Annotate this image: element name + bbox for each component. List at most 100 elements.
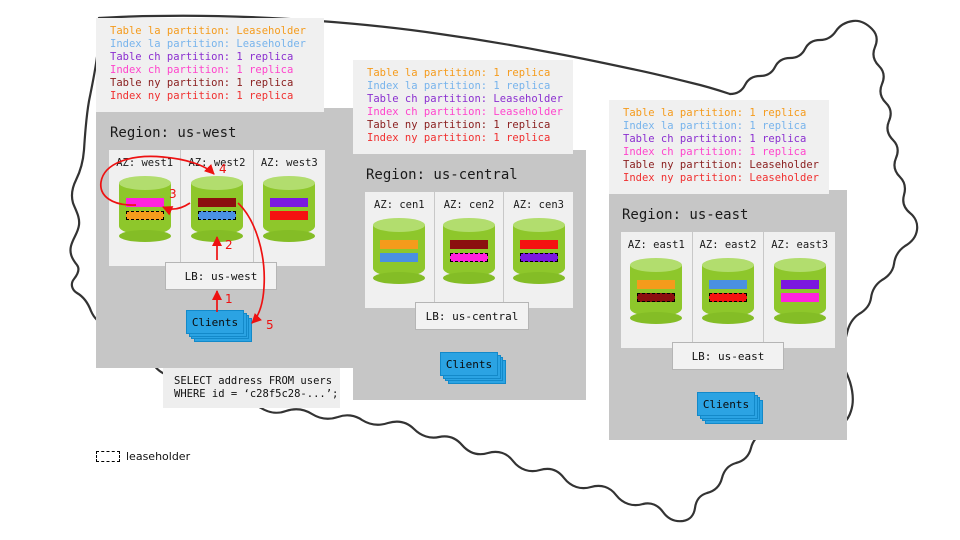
az-label: AZ: cen1 <box>374 199 425 211</box>
load-balancer-us-central[interactable]: LB: us-central <box>415 302 529 330</box>
step-number-1: 1 <box>225 292 233 306</box>
legend-line: Table ch partition: 1 replica <box>110 51 294 64</box>
az-cell-east2[interactable]: AZ: east2 <box>693 232 765 348</box>
cylinder-bottom <box>773 312 826 324</box>
cylinder-top <box>190 176 243 190</box>
legend-line: Index ch partition: 1 replica <box>110 64 294 77</box>
cylinder-bottom <box>190 230 243 242</box>
shard-replica <box>450 240 488 249</box>
shard-leaseholder <box>709 293 747 302</box>
region-title: Region: us-central <box>366 167 518 183</box>
cylinder-body <box>702 265 754 317</box>
legend-line: Table la partition: 1 replica <box>623 107 807 119</box>
db-node-cen3[interactable] <box>512 218 565 284</box>
leaseholder-key: leaseholder <box>96 450 190 463</box>
cylinder-body <box>118 183 171 235</box>
az-cell-west2[interactable]: AZ: west2 <box>181 150 254 266</box>
clients-label[interactable]: Clients <box>697 392 755 416</box>
db-node-cen1[interactable] <box>373 218 426 284</box>
clients-us-east[interactable]: Clients <box>697 392 763 426</box>
shard-replica <box>780 280 819 289</box>
az-label: AZ: cen3 <box>513 199 564 211</box>
db-node-east2[interactable] <box>702 258 754 324</box>
az-cell-cen2[interactable]: AZ: cen2 <box>435 192 505 308</box>
clients-label[interactable]: Clients <box>186 310 244 334</box>
shard-replica <box>637 280 676 289</box>
step-number-2: 2 <box>225 238 233 252</box>
db-node-east1[interactable] <box>630 258 683 324</box>
db-node-west3[interactable] <box>263 176 316 242</box>
az-cell-cen1[interactable]: AZ: cen1 <box>365 192 435 308</box>
legend-line: Table ch partition: Leaseholder <box>367 93 563 106</box>
az-cell-east1[interactable]: AZ: east1 <box>621 232 693 348</box>
legend-line: Index la partition: 1 replica <box>623 120 807 133</box>
legend-line: Index ny partition: Leaseholder <box>623 172 819 185</box>
cylinder-top <box>702 258 754 272</box>
cylinder-body <box>190 183 243 235</box>
az-cell-west3[interactable]: AZ: west3 <box>254 150 325 266</box>
clients-us-central[interactable]: Clients <box>440 352 506 386</box>
cylinder-top <box>512 218 565 232</box>
shard-replica <box>709 280 747 289</box>
cylinder-body <box>373 225 426 277</box>
load-balancer-us-west[interactable]: LB: us-west <box>165 262 277 290</box>
cylinder-top <box>630 258 683 272</box>
az-strip-us-central: AZ: cen1 AZ: cen2 <box>365 192 573 308</box>
cylinder-bottom <box>702 312 754 324</box>
cylinder-bottom <box>443 272 495 284</box>
az-cell-west1[interactable]: AZ: west1 <box>109 150 182 266</box>
legend-panel-us-east: Table la partition: 1 replica Index la p… <box>609 100 829 194</box>
shard-leaseholder <box>519 253 558 262</box>
az-strip-us-east: AZ: east1 AZ: east2 <box>621 232 835 348</box>
az-cell-east3[interactable]: AZ: east3 <box>764 232 835 348</box>
az-label: AZ: west2 <box>188 157 246 169</box>
db-node-west1[interactable] <box>118 176 171 242</box>
clients-us-west[interactable]: Clients <box>186 310 252 344</box>
shard-replica <box>380 240 419 249</box>
az-label: AZ: cen2 <box>443 199 495 211</box>
shard-replica <box>519 240 558 249</box>
legend-line: Index la partition: Leaseholder <box>110 38 306 51</box>
shard-leaseholder <box>125 211 164 220</box>
cylinder-body <box>443 225 495 277</box>
region-title: Region: us-east <box>622 207 749 223</box>
cylinder-bottom <box>630 312 683 324</box>
cylinder-body <box>263 183 316 235</box>
legend-line: Table ny partition: 1 replica <box>110 77 294 90</box>
clients-label[interactable]: Clients <box>440 352 498 376</box>
cylinder-top <box>263 176 316 190</box>
shard-leaseholder <box>450 253 488 262</box>
cylinder-top <box>373 218 426 232</box>
db-node-cen2[interactable] <box>443 218 495 284</box>
db-node-west2[interactable] <box>190 176 243 242</box>
legend-line: Table la partition: Leaseholder <box>110 25 306 37</box>
cylinder-top <box>443 218 495 232</box>
step-number-4: 4 <box>219 162 227 176</box>
shard-replica <box>270 211 309 220</box>
cylinder-body <box>512 225 565 277</box>
az-label: AZ: east1 <box>627 239 685 251</box>
step-number-3: 3 <box>169 187 177 201</box>
az-label: AZ: east2 <box>699 239 757 251</box>
shard-replica <box>197 198 236 207</box>
leaseholder-swatch-icon <box>96 451 120 462</box>
load-balancer-us-east[interactable]: LB: us-east <box>672 342 784 370</box>
cylinder-top <box>773 258 826 272</box>
az-label: AZ: west3 <box>260 157 318 169</box>
az-cell-cen3[interactable]: AZ: cen3 <box>504 192 573 308</box>
legend-line: Index la partition: 1 replica <box>367 80 551 93</box>
az-label: AZ: east3 <box>771 239 829 251</box>
db-node-east3[interactable] <box>773 258 826 324</box>
region-title: Region: us-west <box>110 125 237 141</box>
cylinder-bottom <box>373 272 426 284</box>
us-map-east-path <box>728 19 919 360</box>
leaseholder-key-label: leaseholder <box>126 450 191 463</box>
shard-replica <box>380 253 419 262</box>
cylinder-bottom <box>263 230 316 242</box>
legend-panel-us-west: Table la partition: Leaseholder Index la… <box>96 18 324 112</box>
cylinder-body <box>630 265 683 317</box>
legend-panel-us-central: Table la partition: 1 replica Index la p… <box>353 60 573 154</box>
legend-line: Table ny partition: Leaseholder <box>623 159 819 172</box>
shard-replica <box>125 198 164 207</box>
